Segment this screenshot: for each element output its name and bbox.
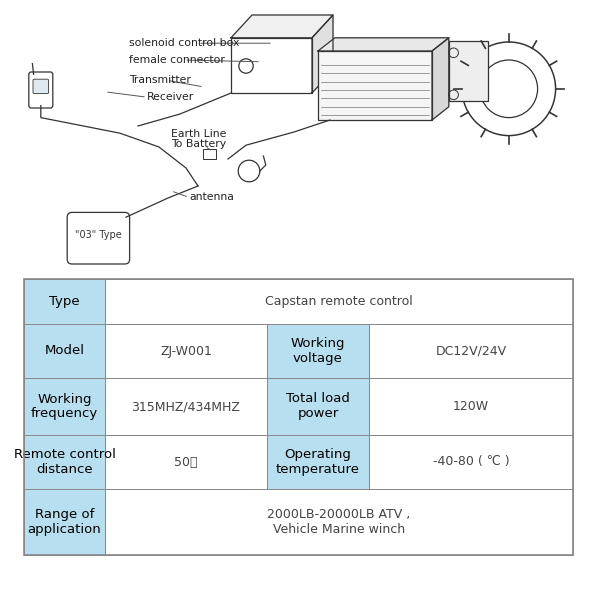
Bar — [24, 435, 105, 489]
Bar — [369, 435, 573, 489]
Bar — [105, 279, 573, 324]
Bar — [267, 324, 369, 378]
Text: ZJ-W001: ZJ-W001 — [160, 344, 212, 358]
Bar — [267, 435, 369, 489]
Polygon shape — [432, 38, 449, 120]
Text: Earth Line: Earth Line — [171, 129, 226, 139]
Bar — [105, 324, 267, 378]
Bar — [231, 38, 312, 93]
Text: To Battery: To Battery — [171, 139, 226, 149]
Text: Range of
application: Range of application — [28, 508, 101, 536]
Text: Operating
temperature: Operating temperature — [276, 448, 360, 476]
Text: Total load
power: Total load power — [286, 392, 350, 421]
Bar — [24, 279, 105, 324]
Text: female connector: female connector — [129, 55, 225, 65]
Text: antenna: antenna — [189, 193, 234, 202]
Bar — [24, 489, 105, 555]
Polygon shape — [312, 15, 333, 93]
Bar — [105, 435, 267, 489]
Bar — [105, 489, 573, 555]
Text: 50米: 50米 — [174, 455, 198, 469]
Text: Type: Type — [49, 295, 80, 308]
Bar — [24, 324, 105, 378]
Bar — [449, 41, 488, 101]
Polygon shape — [318, 38, 449, 51]
Bar — [24, 378, 105, 435]
Bar — [369, 324, 573, 378]
FancyBboxPatch shape — [29, 72, 53, 108]
Text: solenoid control box: solenoid control box — [129, 38, 239, 48]
Bar — [318, 51, 432, 120]
Text: 315MHZ/434MHZ: 315MHZ/434MHZ — [131, 400, 241, 413]
Polygon shape — [231, 15, 333, 38]
Text: Receiver: Receiver — [147, 92, 194, 102]
Text: Remote control
distance: Remote control distance — [14, 448, 115, 476]
Text: DC12V/24V: DC12V/24V — [436, 344, 506, 358]
Bar — [105, 378, 267, 435]
Text: 2000LB-20000LB ATV ,
Vehicle Marine winch: 2000LB-20000LB ATV , Vehicle Marine winc… — [268, 508, 410, 536]
Text: -40-80 ( ℃ ): -40-80 ( ℃ ) — [433, 455, 509, 469]
Bar — [369, 378, 573, 435]
Text: Transmitter: Transmitter — [129, 76, 191, 85]
FancyBboxPatch shape — [67, 212, 130, 264]
FancyBboxPatch shape — [203, 149, 216, 159]
Text: "03" Type: "03" Type — [75, 230, 122, 240]
Bar — [267, 378, 369, 435]
Text: Model: Model — [44, 344, 85, 358]
FancyBboxPatch shape — [33, 79, 49, 94]
Text: Working
voltage: Working voltage — [291, 337, 345, 365]
Text: Capstan remote control: Capstan remote control — [265, 295, 413, 308]
Text: Working
frequency: Working frequency — [31, 392, 98, 421]
Text: 120W: 120W — [453, 400, 489, 413]
Bar — [24, 279, 573, 555]
